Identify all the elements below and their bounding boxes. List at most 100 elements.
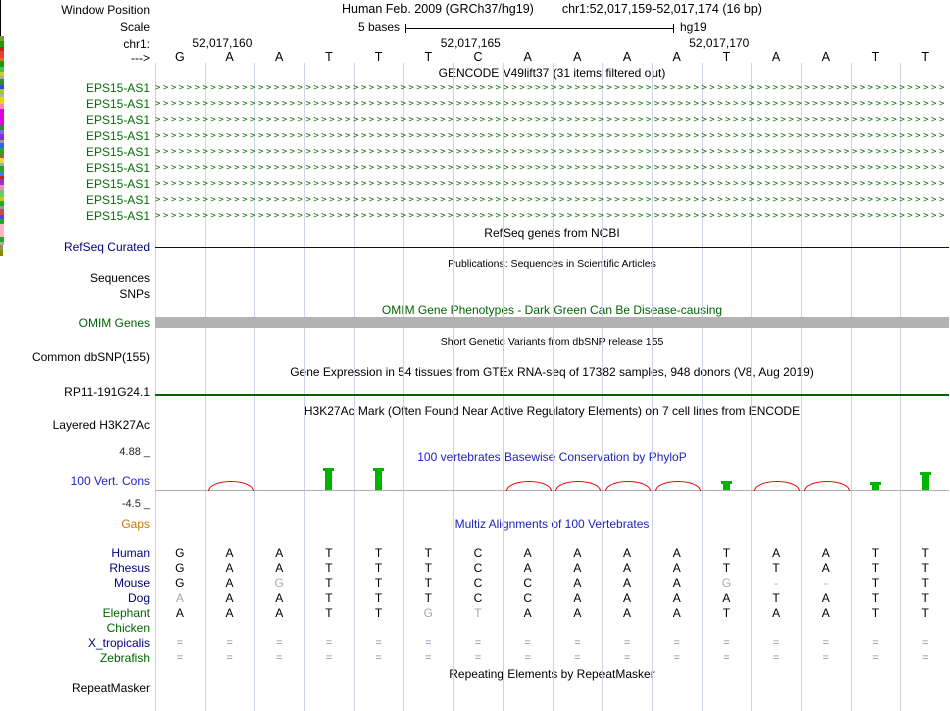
gtex-bar[interactable] [0,163,4,166]
gencode-track-title[interactable]: GENCODE V49lift37 (31 items filtered out… [438,66,666,80]
omim-track-label[interactable]: OMIM Genes [78,316,150,330]
gtex-bar[interactable] [0,219,4,224]
gene-transcript-arrows[interactable]: >>>>>>>>>>>>>>>>>>>>>>>>>>>>>>>>>>>>>>>>… [155,195,947,205]
gene-row-label[interactable]: EPS15-AS1 [85,193,150,207]
gtex-bar[interactable] [0,140,4,143]
gtex-bar[interactable] [0,85,4,89]
gtex-track-title[interactable]: Gene Expression in 54 tissues from GTEx … [290,365,814,379]
gtex-bar[interactable] [0,36,4,41]
gtex-bar[interactable] [0,109,4,125]
gene-transcript-arrows[interactable]: >>>>>>>>>>>>>>>>>>>>>>>>>>>>>>>>>>>>>>>>… [155,211,947,221]
gtex-bar[interactable] [0,130,4,134]
gtex-bar[interactable] [0,76,4,79]
gtex-bar[interactable] [0,58,4,61]
species-label[interactable]: Elephant [102,606,150,620]
gtex-bar[interactable] [0,134,4,140]
gtex-bar[interactable] [0,125,4,130]
refseq-track-line[interactable] [155,247,949,248]
gtex-bar[interactable] [0,148,4,154]
gtex-bar[interactable] [0,94,4,97]
species-label[interactable]: Zebrafish [99,651,150,665]
gtex-bar[interactable] [0,104,4,109]
species-label[interactable]: X_tropicalis [87,636,150,650]
gtex-bar[interactable] [0,185,4,190]
gene-transcript-arrows[interactable]: >>>>>>>>>>>>>>>>>>>>>>>>>>>>>>>>>>>>>>>>… [155,131,947,141]
gtex-bar[interactable] [0,190,4,197]
gtex-bar[interactable] [0,72,4,76]
gtex-bar[interactable] [0,67,4,72]
gtex-bar[interactable] [0,143,4,148]
gene-transcript-arrows[interactable]: >>>>>>>>>>>>>>>>>>>>>>>>>>>>>>>>>>>>>>>>… [155,163,947,173]
gene-row-label[interactable]: EPS15-AS1 [85,113,150,127]
gene-row-label[interactable]: EPS15-AS1 [85,97,150,111]
gene-transcript-arrows[interactable]: >>>>>>>>>>>>>>>>>>>>>>>>>>>>>>>>>>>>>>>>… [155,179,947,189]
gtex-bar[interactable] [0,154,4,158]
gtex-bar[interactable] [0,79,4,85]
gtex-bar[interactable] [0,176,4,179]
gtex-bar[interactable] [0,179,4,185]
gtex-bar[interactable] [0,89,4,94]
alignment-base: A [275,546,284,560]
gene-row-label[interactable]: EPS15-AS1 [85,81,150,95]
gtex-bar[interactable] [0,47,4,51]
alignment-base: T [921,606,929,620]
gene-transcript-arrows[interactable]: >>>>>>>>>>>>>>>>>>>>>>>>>>>>>>>>>>>>>>>>… [155,83,947,93]
alignment-base: T [871,606,880,620]
gtex-track-label[interactable]: RP11-191G24.1 [64,385,150,399]
repeatmasker-track-title[interactable]: Repeating Elements by RepeatMasker [449,667,655,681]
snps-track-label[interactable]: SNPs [119,287,150,301]
gaps-row-label[interactable]: Gaps [121,517,150,531]
gene-row-label[interactable]: EPS15-AS1 [85,161,150,175]
species-label[interactable]: Chicken [106,621,150,635]
species-label[interactable]: Human [111,546,150,560]
base-letter: A [225,50,234,64]
gtex-bar[interactable] [0,41,4,47]
phylop-track-label[interactable]: 100 Vert. Cons [70,474,150,488]
gene-row-label[interactable]: EPS15-AS1 [85,209,150,223]
gene-transcript-arrows[interactable]: >>>>>>>>>>>>>>>>>>>>>>>>>>>>>>>>>>>>>>>>… [155,115,947,125]
gtex-bar[interactable] [0,97,4,104]
gene-row-label[interactable]: EPS15-AS1 [85,145,150,159]
gtex-bar[interactable] [0,209,4,215]
refseq-track-title[interactable]: RefSeq genes from NCBI [484,226,620,240]
gtex-bar[interactable] [0,215,4,219]
publications-track-title[interactable]: Publications: Sequences in Scientific Ar… [448,258,656,270]
gtex-bar[interactable] [0,51,4,58]
repeatmasker-track-label[interactable]: RepeatMasker [71,681,150,695]
gtex-bar[interactable] [0,242,4,245]
gene-row-label[interactable]: EPS15-AS1 [85,129,150,143]
dbsnp-track-label[interactable]: Common dbSNP(155) [31,350,150,364]
h3k27ac-track-title[interactable]: H3K27Ac Mark (Often Found Near Active Re… [303,404,801,418]
base-letter: T [871,50,880,64]
gtex-bar[interactable] [0,172,4,176]
gtex-bar[interactable] [0,206,4,209]
species-label[interactable]: Dog [127,591,150,605]
phylop-track-title[interactable]: 100 vertebrates Basewise Conservation by… [417,450,687,464]
grid-line [403,63,405,711]
refseq-track-label[interactable]: RefSeq Curated [63,240,150,254]
alignment-base: T [374,576,383,590]
species-label[interactable]: Mouse [113,576,150,590]
gtex-bar[interactable] [0,201,4,206]
gtex-bar[interactable] [0,61,4,67]
alignment-base: A [821,591,830,605]
gene-row-label[interactable]: EPS15-AS1 [85,177,150,191]
species-label[interactable]: Rhesus [109,561,150,575]
alignment-base: T [424,546,432,560]
gene-transcript-arrows[interactable]: >>>>>>>>>>>>>>>>>>>>>>>>>>>>>>>>>>>>>>>>… [155,147,947,157]
gene-transcript-arrows[interactable]: >>>>>>>>>>>>>>>>>>>>>>>>>>>>>>>>>>>>>>>>… [155,99,947,109]
base-letter: A [523,50,532,64]
gtex-bar[interactable] [0,237,4,242]
gtex-bar[interactable] [0,224,4,237]
base-letter: T [722,50,731,64]
dbsnp-track-title[interactable]: Short Genetic Variants from dbSNP releas… [441,336,664,348]
omim-track-bar[interactable] [155,317,949,328]
alignment-base: A [523,606,532,620]
gtex-bar[interactable] [0,197,4,201]
sequences-track-label[interactable]: Sequences [89,271,150,285]
h3k27ac-track-label[interactable]: Layered H3K27Ac [52,418,150,432]
gtex-bar[interactable] [0,158,4,163]
alignment-base: = [822,637,829,649]
gtex-bar[interactable] [0,166,4,172]
omim-track-title[interactable]: OMIM Gene Phenotypes - Dark Green Can Be… [381,303,723,317]
